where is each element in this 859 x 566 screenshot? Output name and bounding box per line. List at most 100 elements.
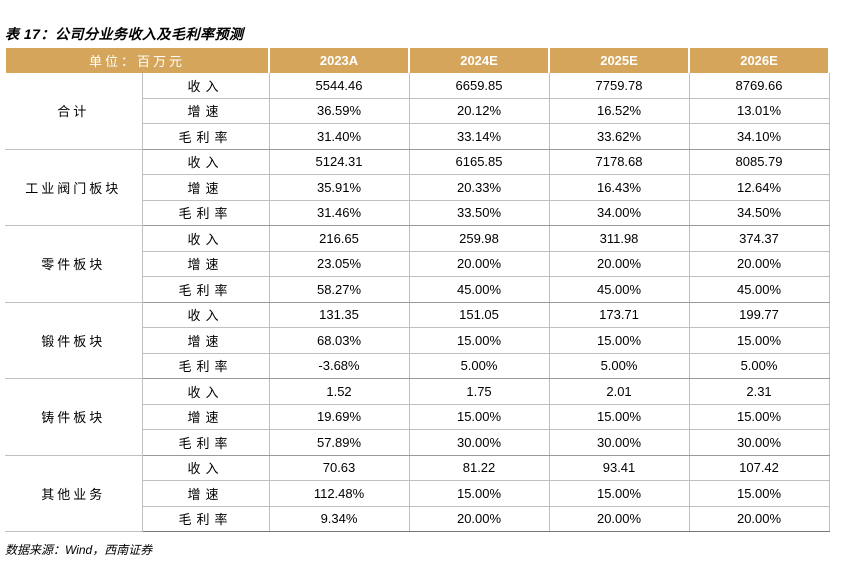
value-cell: 199.77 xyxy=(688,302,830,328)
year-header: 2024E xyxy=(408,48,551,73)
value-cell: 20.00% xyxy=(688,506,830,532)
segment-name: 锻件板块 xyxy=(5,302,142,379)
metric-label: 收入 xyxy=(141,149,270,175)
value-cell: 311.98 xyxy=(548,225,690,252)
value-cell: 6165.85 xyxy=(408,149,550,175)
value-cell: 45.00% xyxy=(408,276,550,303)
table-row: 零件板块 收入 216.65 259.98 311.98 374.37 xyxy=(5,225,830,303)
value-cell: 15.00% xyxy=(408,480,550,507)
value-cell: 15.00% xyxy=(688,327,830,354)
table-row: 毛利率 57.89% 30.00% 30.00% 30.00% xyxy=(5,429,830,456)
value-cell: 34.00% xyxy=(548,200,690,226)
value-cell: 173.71 xyxy=(548,302,690,328)
value-cell: -3.68% xyxy=(268,353,410,379)
metric-label: 收入 xyxy=(141,455,270,481)
table-row: 增速 68.03% 15.00% 15.00% 15.00% xyxy=(5,327,830,354)
value-cell: 33.14% xyxy=(408,123,550,150)
segment-name: 其他业务 xyxy=(5,455,142,532)
value-cell: 35.91% xyxy=(268,174,410,201)
value-cell: 15.00% xyxy=(548,404,690,430)
segment-name: 零件板块 xyxy=(5,225,142,303)
value-cell: 20.12% xyxy=(408,98,550,124)
value-cell: 216.65 xyxy=(268,225,410,252)
metric-label: 收入 xyxy=(141,302,270,328)
table-row: 增速 19.69% 15.00% 15.00% 15.00% xyxy=(5,404,830,430)
value-cell: 15.00% xyxy=(688,480,830,507)
value-cell: 68.03% xyxy=(268,327,410,354)
value-cell: 20.00% xyxy=(548,251,690,277)
value-cell: 6659.85 xyxy=(408,73,550,99)
value-cell: 31.40% xyxy=(268,123,410,150)
value-cell: 12.64% xyxy=(688,174,830,201)
header-row: 单位：百万元 2023A 2024E 2025E 2026E xyxy=(3,48,831,73)
table-title: 表 17：公司分业务收入及毛利率预测 xyxy=(5,26,244,42)
metric-label: 毛利率 xyxy=(141,123,270,150)
table-row: 其他业务 收入 70.63 81.22 93.41 107.42 xyxy=(5,455,830,532)
value-cell: 81.22 xyxy=(408,455,550,481)
value-cell: 13.01% xyxy=(688,98,830,124)
value-cell: 7178.68 xyxy=(548,149,690,175)
value-cell: 16.43% xyxy=(548,174,690,201)
value-cell: 15.00% xyxy=(548,480,690,507)
source-note: 数据来源：Wind，西南证券 xyxy=(5,543,153,557)
table-row: 增速 112.48% 15.00% 15.00% 15.00% xyxy=(5,480,830,507)
value-cell: 15.00% xyxy=(408,404,550,430)
value-cell: 19.69% xyxy=(268,404,410,430)
value-cell: 131.35 xyxy=(268,302,410,328)
segment-name: 工业阀门板块 xyxy=(5,149,142,226)
value-cell: 15.00% xyxy=(548,327,690,354)
value-cell: 15.00% xyxy=(408,327,550,354)
value-cell: 107.42 xyxy=(688,455,830,481)
value-cell: 5.00% xyxy=(548,353,690,379)
metric-label: 增速 xyxy=(141,480,270,507)
table-row: 增速 35.91% 20.33% 16.43% 12.64% xyxy=(5,174,830,201)
table-row: 铸件板块 收入 1.52 1.75 2.01 2.31 xyxy=(5,378,830,456)
value-cell: 2.31 xyxy=(688,378,830,405)
segment-name: 铸件板块 xyxy=(5,378,142,456)
table-row: 毛利率 -3.68% 5.00% 5.00% 5.00% xyxy=(5,353,830,379)
value-cell: 5544.46 xyxy=(268,73,410,99)
table-row: 毛利率 58.27% 45.00% 45.00% 45.00% xyxy=(5,276,830,303)
value-cell: 1.75 xyxy=(408,378,550,405)
metric-label: 收入 xyxy=(141,73,270,99)
value-cell: 34.50% xyxy=(688,200,830,226)
year-header: 2023A xyxy=(268,48,411,73)
value-cell: 15.00% xyxy=(688,404,830,430)
value-cell: 57.89% xyxy=(268,429,410,456)
value-cell: 31.46% xyxy=(268,200,410,226)
value-cell: 5.00% xyxy=(688,353,830,379)
table-row: 锻件板块 收入 131.35 151.05 173.71 199.77 xyxy=(5,302,830,379)
value-cell: 151.05 xyxy=(408,302,550,328)
metric-label: 增速 xyxy=(141,98,270,124)
value-cell: 70.63 xyxy=(268,455,410,481)
forecast-table: 单位：百万元 2023A 2024E 2025E 2026E 合计 收入 5544.… xyxy=(3,48,831,532)
year-header: 2025E xyxy=(548,48,691,73)
value-cell: 5124.31 xyxy=(268,149,410,175)
value-cell: 9.34% xyxy=(268,506,410,532)
value-cell: 8085.79 xyxy=(688,149,830,175)
value-cell: 36.59% xyxy=(268,98,410,124)
value-cell: 23.05% xyxy=(268,251,410,277)
metric-label: 毛利率 xyxy=(141,200,270,226)
value-cell: 7759.78 xyxy=(548,73,690,99)
value-cell: 58.27% xyxy=(268,276,410,303)
value-cell: 374.37 xyxy=(688,225,830,252)
value-cell: 33.62% xyxy=(548,123,690,150)
metric-label: 收入 xyxy=(141,225,270,252)
value-cell: 8769.66 xyxy=(688,73,830,99)
metric-label: 增速 xyxy=(141,327,270,354)
value-cell: 2.01 xyxy=(548,378,690,405)
value-cell: 20.00% xyxy=(688,251,830,277)
value-cell: 1.52 xyxy=(268,378,410,405)
metric-label: 收入 xyxy=(141,378,270,405)
table-row: 毛利率 9.34% 20.00% 20.00% 20.00% xyxy=(5,506,830,532)
table-row: 增速 36.59% 20.12% 16.52% 13.01% xyxy=(5,98,830,124)
value-cell: 259.98 xyxy=(408,225,550,252)
unit-header: 单位：百万元 xyxy=(3,48,271,73)
table-row: 工业阀门板块 收入 5124.31 6165.85 7178.68 8085.79 xyxy=(5,149,830,226)
value-cell: 112.48% xyxy=(268,480,410,507)
metric-label: 毛利率 xyxy=(141,506,270,532)
value-cell: 20.00% xyxy=(408,251,550,277)
value-cell: 45.00% xyxy=(688,276,830,303)
year-header: 2026E xyxy=(688,48,831,73)
